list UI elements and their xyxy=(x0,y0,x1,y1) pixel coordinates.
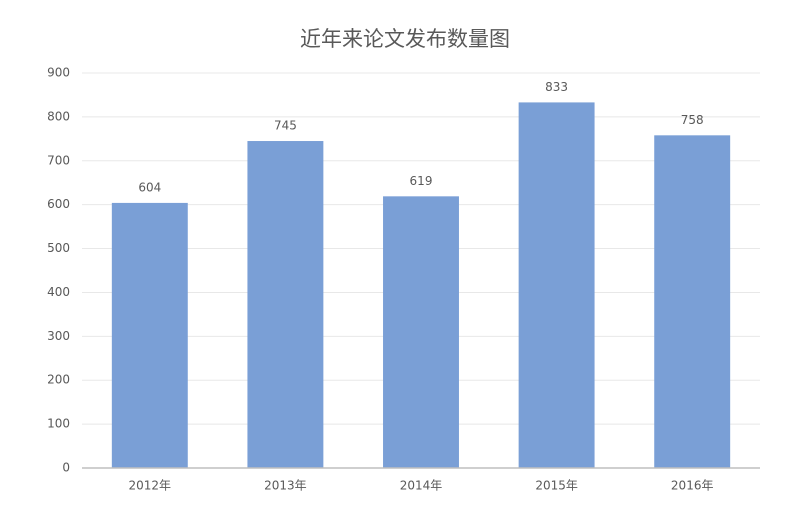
y-tick-label: 0 xyxy=(62,461,70,475)
bar xyxy=(247,141,324,468)
y-tick-label: 700 xyxy=(47,153,70,167)
data-label: 619 xyxy=(410,174,433,188)
y-tick-label: 900 xyxy=(47,66,70,80)
y-tick-label: 800 xyxy=(47,109,70,123)
bar xyxy=(383,196,459,469)
chart-title: 近年来论文发布数量图 xyxy=(300,27,510,51)
bar xyxy=(518,102,595,469)
x-tick-label: 2012年 xyxy=(129,479,172,493)
y-tick-label: 100 xyxy=(47,417,70,431)
x-tick-label: 2013年 xyxy=(264,479,307,493)
data-label: 833 xyxy=(545,80,568,94)
y-tick-label: 600 xyxy=(47,197,70,211)
y-tick-label: 300 xyxy=(47,329,70,343)
x-tick-label: 2014年 xyxy=(400,479,443,493)
bar xyxy=(111,202,188,468)
y-tick-label: 500 xyxy=(47,241,70,255)
y-tick-label: 200 xyxy=(47,373,70,387)
y-tick-label: 400 xyxy=(47,285,70,299)
x-tick-label: 2016年 xyxy=(671,479,714,493)
data-label: 758 xyxy=(681,113,704,127)
data-label: 745 xyxy=(274,119,297,133)
data-label: 604 xyxy=(138,180,161,194)
x-tick-label: 2015年 xyxy=(535,479,578,493)
bar xyxy=(654,135,731,469)
